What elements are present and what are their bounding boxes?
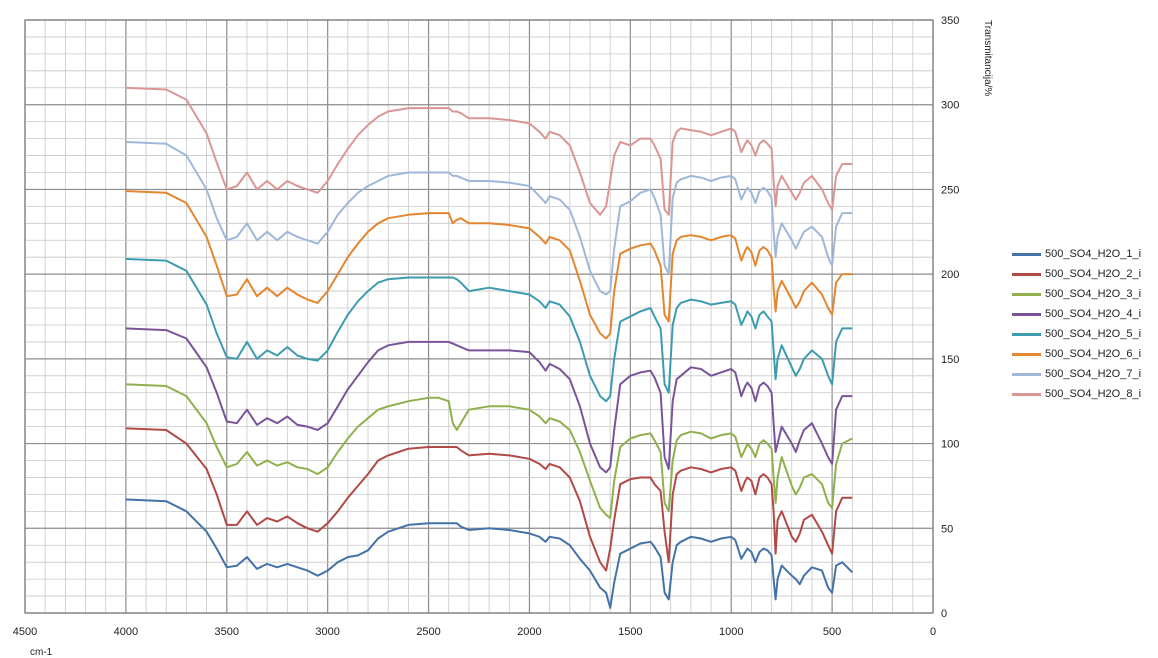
series-line: [125, 141, 853, 296]
legend-label: 500_SO4_H2O_5_i: [1045, 328, 1142, 340]
legend-swatch: [1012, 272, 1041, 276]
plot-grid: [24, 19, 934, 614]
legend-swatch: [1012, 292, 1041, 296]
legend-label: 500_SO4_H2O_6_i: [1045, 348, 1142, 360]
y-tick-label: 100: [941, 439, 959, 451]
x-tick-label: 4000: [114, 626, 138, 638]
x-tick-label: 2500: [416, 626, 440, 638]
legend-label: 500_SO4_H2O_2_i: [1045, 268, 1142, 280]
legend-label: 500_SO4_H2O_8_i: [1045, 388, 1142, 400]
legend-swatch: [1012, 352, 1041, 356]
x-tick-label: 500: [823, 626, 841, 638]
legend-swatch: [1012, 252, 1041, 256]
y-tick-label: 350: [941, 15, 959, 27]
legend-item: 500_SO4_H2O_3_i: [1012, 284, 1158, 304]
legend-label: 500_SO4_H2O_4_i: [1045, 308, 1142, 320]
x-tick-label: 1000: [719, 626, 743, 638]
x-axis-label: cm-1: [30, 647, 53, 658]
series-line: [125, 327, 853, 474]
x-tick-label: 1500: [618, 626, 642, 638]
legend-label: 500_SO4_H2O_3_i: [1045, 288, 1142, 300]
series-line: [125, 190, 853, 340]
y-axis-ticks: 0 50 100 150 200 250 300 350: [941, 15, 959, 620]
legend-swatch: [1012, 372, 1041, 376]
legend-item: 500_SO4_H2O_4_i: [1012, 304, 1158, 324]
legend-swatch: [1012, 312, 1041, 316]
legend-item: 500_SO4_H2O_7_i: [1012, 364, 1158, 384]
x-axis-ticks: 4500 4000 3500 3000 2500 2000 1500 1000 500 0: [13, 626, 936, 638]
series-line: [125, 257, 853, 403]
legend-item: 500_SO4_H2O_8_i: [1012, 384, 1158, 404]
legend-swatch: [1012, 392, 1041, 396]
y-tick-label: 150: [941, 354, 959, 366]
chart-legend: 500_SO4_H2O_1_i 500_SO4_H2O_2_i 500_SO4_H2…: [1012, 244, 1158, 404]
y-tick-label: 300: [941, 100, 959, 112]
legend-item: 500_SO4_H2O_2_i: [1012, 264, 1158, 284]
legend-item: 500_SO4_H2O_1_i: [1012, 244, 1158, 264]
legend-label: 500_SO4_H2O_7_i: [1045, 368, 1142, 380]
x-tick-label: 0: [930, 626, 936, 638]
y-tick-label: 250: [941, 184, 959, 196]
y-tick-label: 0: [941, 608, 947, 620]
series-line: [125, 498, 854, 609]
y-tick-label: 50: [941, 523, 953, 535]
series-line: [125, 86, 853, 216]
series-line: [125, 383, 853, 520]
y-axis-label: Transmitancija/%: [982, 20, 993, 96]
legend-item: 500_SO4_H2O_5_i: [1012, 324, 1158, 344]
x-tick-label: 2000: [517, 626, 541, 638]
x-tick-label: 3500: [215, 626, 239, 638]
x-tick-label: 3000: [315, 626, 339, 638]
series-line: [125, 427, 853, 572]
legend-label: 500_SO4_H2O_1_i: [1045, 248, 1142, 260]
series-layer: [125, 86, 854, 609]
y-tick-label: 200: [941, 269, 959, 281]
plot-frame: [24, 19, 934, 614]
x-tick-label: 4500: [13, 626, 37, 638]
legend-item: 500_SO4_H2O_6_i: [1012, 344, 1158, 364]
legend-swatch: [1012, 332, 1041, 336]
